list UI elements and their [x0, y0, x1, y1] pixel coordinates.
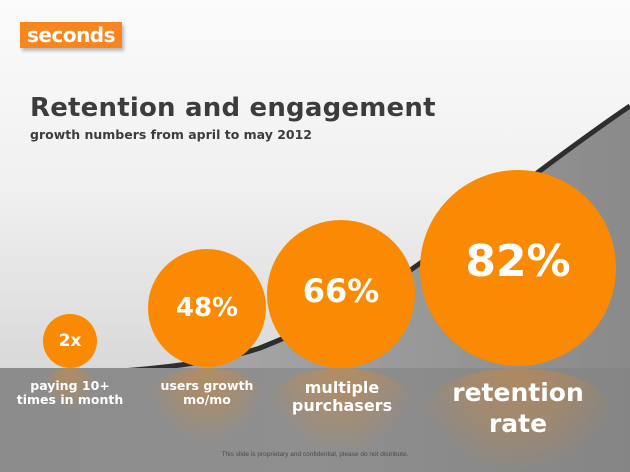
page-title: Retention and engagement: [30, 93, 436, 123]
metric-label-retention-rate: retention rate: [452, 378, 584, 439]
circle-reflection: [43, 368, 97, 408]
metric-circle-users-growth: 48%: [148, 249, 266, 367]
metric-value: 48%: [175, 293, 239, 323]
circle-reflection: [148, 368, 266, 438]
metric-value: 2x: [58, 331, 82, 351]
metric-circle-paying: 2x: [43, 314, 97, 368]
metric-label-multiple-purchasers: multiple purchasers: [291, 378, 393, 416]
metric-value: 82%: [465, 235, 571, 287]
metric-label-paying: paying 10+ times in month: [16, 378, 124, 408]
brand-logo: seconds: [20, 22, 123, 48]
circle-reflection: [420, 368, 616, 468]
metric-value: 66%: [302, 272, 380, 310]
page-subtitle: growth numbers from april to may 2012: [30, 127, 312, 142]
floor-band: [0, 368, 630, 472]
metric-circle-multiple-purchasers: 66%: [267, 220, 415, 368]
confidentiality-notice: This slide is proprietary and confidenti…: [221, 451, 409, 458]
metric-label-users-growth: users growth mo/mo: [160, 378, 254, 408]
circle-reflection: [267, 368, 415, 448]
metric-circle-retention-rate: 82%: [420, 170, 616, 366]
